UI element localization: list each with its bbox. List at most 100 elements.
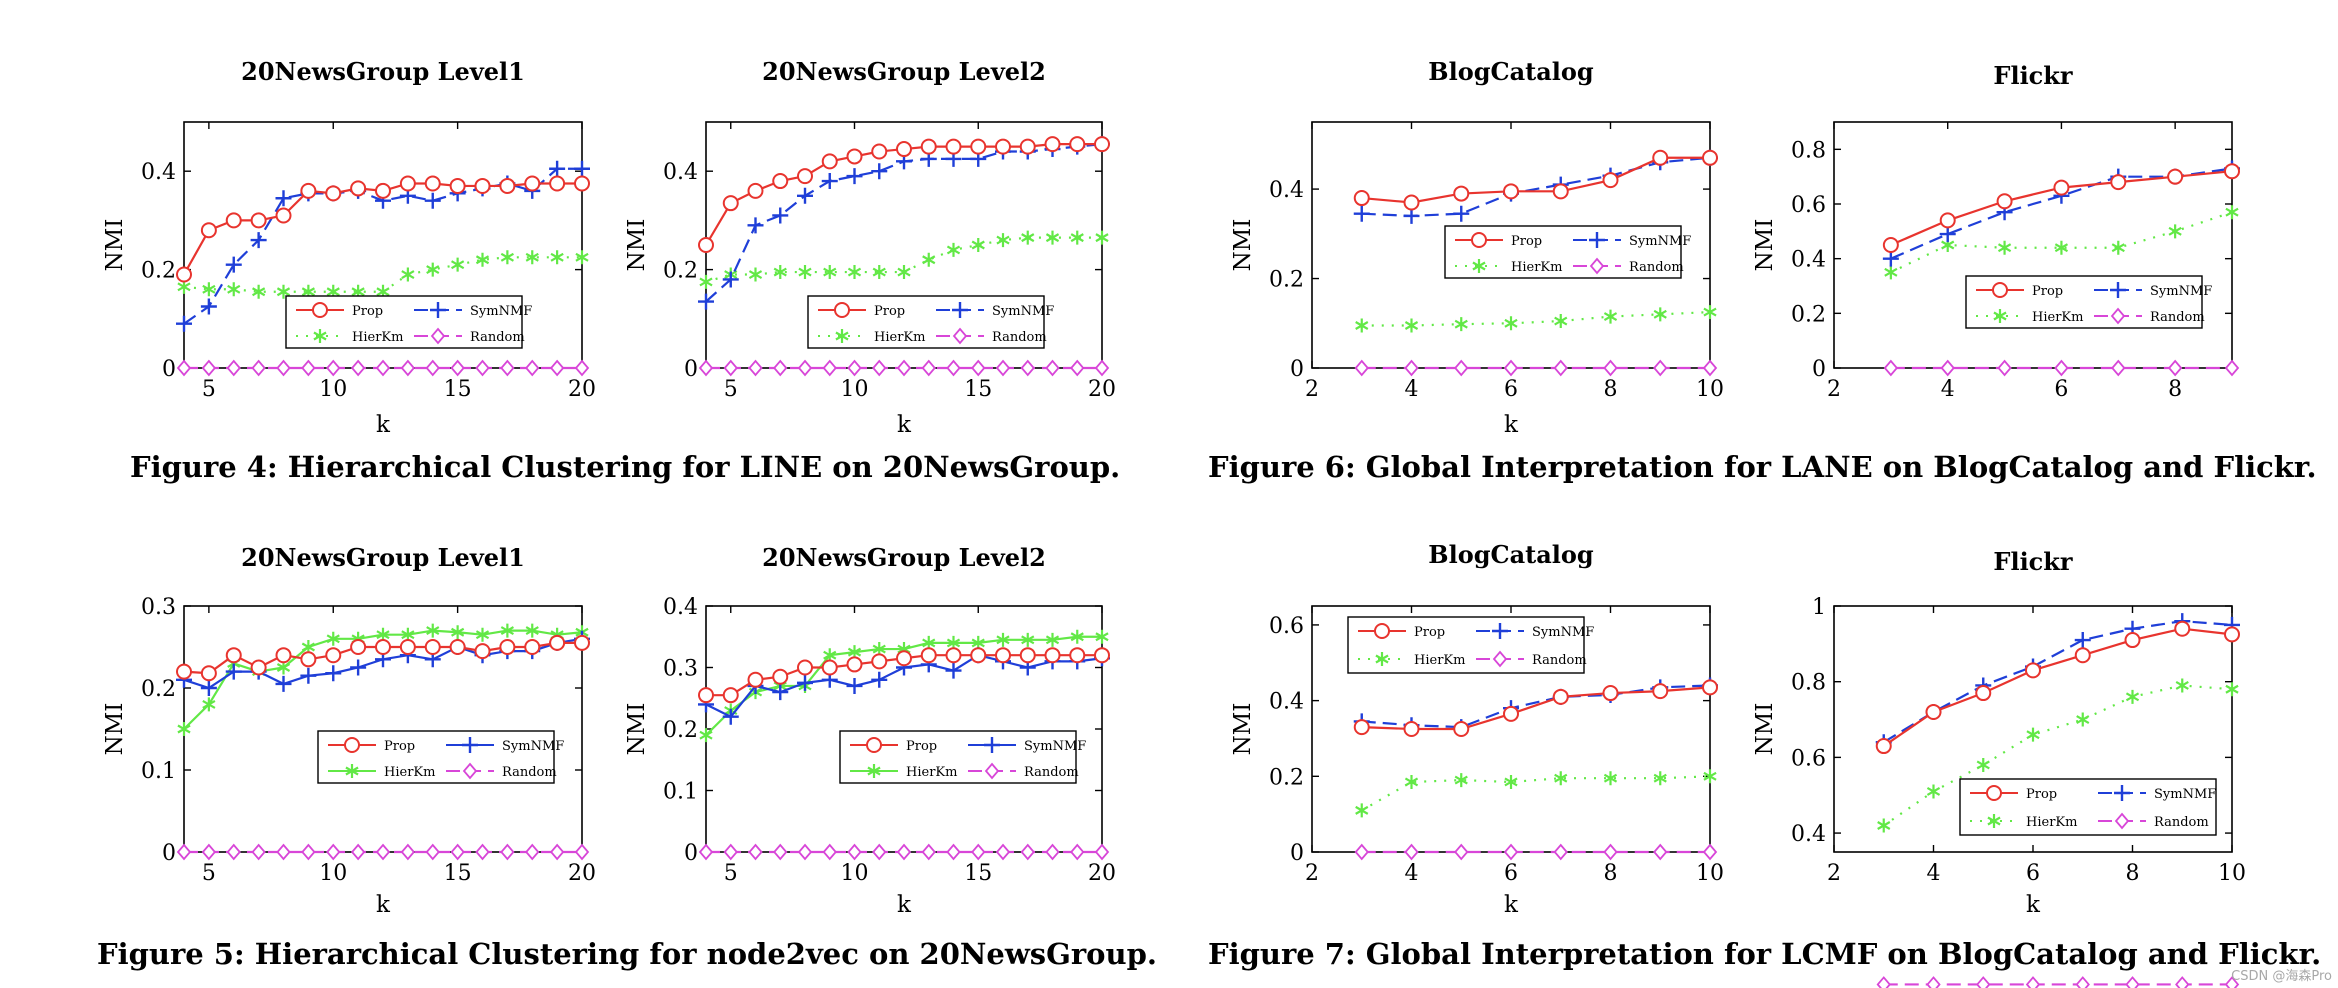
point-symnmf [846,168,863,185]
legend-marker-prop [1992,282,2008,298]
legend-marker-symnmf [1492,623,1508,639]
legend-marker-random [462,762,478,780]
point-prop [275,647,292,664]
point-random [995,359,1011,377]
point-prop [474,177,491,194]
point-prop [1702,149,1718,166]
point-prop [995,138,1011,155]
point-prop [449,639,466,655]
point-hierkm [699,728,713,743]
point-prop [225,647,242,664]
series-line-prop [1361,156,1710,204]
point-random [2054,359,2069,377]
point-hierkm [500,250,514,265]
point-random [1997,359,2012,377]
point-hierkm [401,267,415,282]
point-random [896,843,912,861]
point-prop [1925,703,1942,720]
y-tick-label: 0.2 [1269,268,1304,293]
point-hierkm [996,632,1010,647]
point-prop [1602,685,1619,702]
point-hierkm [1926,784,1941,799]
point-random [946,359,961,377]
y-tick-label: 0.2 [141,677,176,702]
point-random [1094,359,1110,377]
point-hierkm [1554,314,1568,329]
point-symnmf [275,190,292,207]
point-symnmf [424,192,441,209]
legend: Prop SymNMF HierKm Random [317,730,564,784]
point-prop [821,659,838,676]
point-hierkm [2054,240,2069,255]
point-hierkm [1021,230,1035,245]
x-tick-label: 5 [724,861,738,886]
point-hierkm [1504,774,1518,789]
point-prop [945,138,962,155]
point-hierkm [2076,712,2090,727]
legend-label-hierkm: HierKm [352,330,403,345]
point-prop [1652,683,1669,700]
point-symnmf [871,671,888,688]
legend-marker-symnmf [952,302,968,318]
point-random [971,843,986,861]
point-prop [1403,721,1420,737]
point-random [201,843,217,861]
legend-label-prop: Prop [1414,625,1445,640]
legend-label-random: Random [1024,765,1079,780]
point-random [525,359,540,377]
point-prop [797,659,813,676]
point-prop [524,175,541,192]
point-hierkm [2225,205,2239,220]
x-tick-label: 15 [964,377,992,402]
point-prop [1403,194,1420,211]
point-prop [1019,647,1036,664]
legend-marker-prop [834,302,850,318]
legend-label-symnmf: SymNMF [1629,234,1691,249]
chart-c7a: BlogCatalog 2 4 6 8 10 0 0.2 0.4 0.6 k NMI Prop SymNM… [1230,540,1724,918]
y-tick-label: 0.4 [663,595,698,620]
point-prop [1094,647,1110,664]
point-prop [1353,190,1370,207]
point-prop [574,634,590,651]
point-symnmf [176,315,192,332]
point-hierkm [2111,240,2125,255]
point-random [350,843,366,861]
point-hierkm [1095,629,1109,644]
point-prop [2224,626,2240,643]
legend-marker-hierkm [345,764,359,778]
point-hierkm [1703,305,1717,320]
point-symnmf [250,232,267,249]
point-prop [2224,163,2240,180]
y-tick-label: 0.4 [1791,822,1826,847]
point-hierkm [946,242,961,257]
point-hierkm [1070,230,1084,245]
point-prop [1552,688,1569,705]
point-random [2111,359,2126,377]
point-hierkm [1045,230,1060,245]
point-hierkm [922,252,936,267]
point-hierkm [525,623,539,638]
point-random [1045,359,1060,377]
point-prop [871,653,888,670]
legend: Prop SymNMF HierKm Random [1959,778,2217,836]
point-random [1354,359,1369,377]
point-prop [424,639,441,655]
point-random [748,359,763,377]
figure-6-caption: Figure 6: Global Interpretation for LANE… [1208,450,2317,484]
point-random [301,843,316,861]
point-hierkm [451,625,465,640]
legend-marker-symnmf [984,737,1000,753]
x-tick-label: 2 [1827,377,1841,402]
point-hierkm [1454,317,1468,332]
point-prop [995,647,1011,664]
point-hierkm [699,274,713,289]
point-symnmf [722,708,739,725]
point-hierkm [1070,629,1084,644]
point-random [326,359,341,377]
point-random [549,359,565,377]
point-random [2224,976,2240,988]
point-prop [2025,662,2041,679]
point-prop [424,175,441,192]
legend-label-prop: Prop [352,304,383,319]
point-random [2025,976,2041,988]
